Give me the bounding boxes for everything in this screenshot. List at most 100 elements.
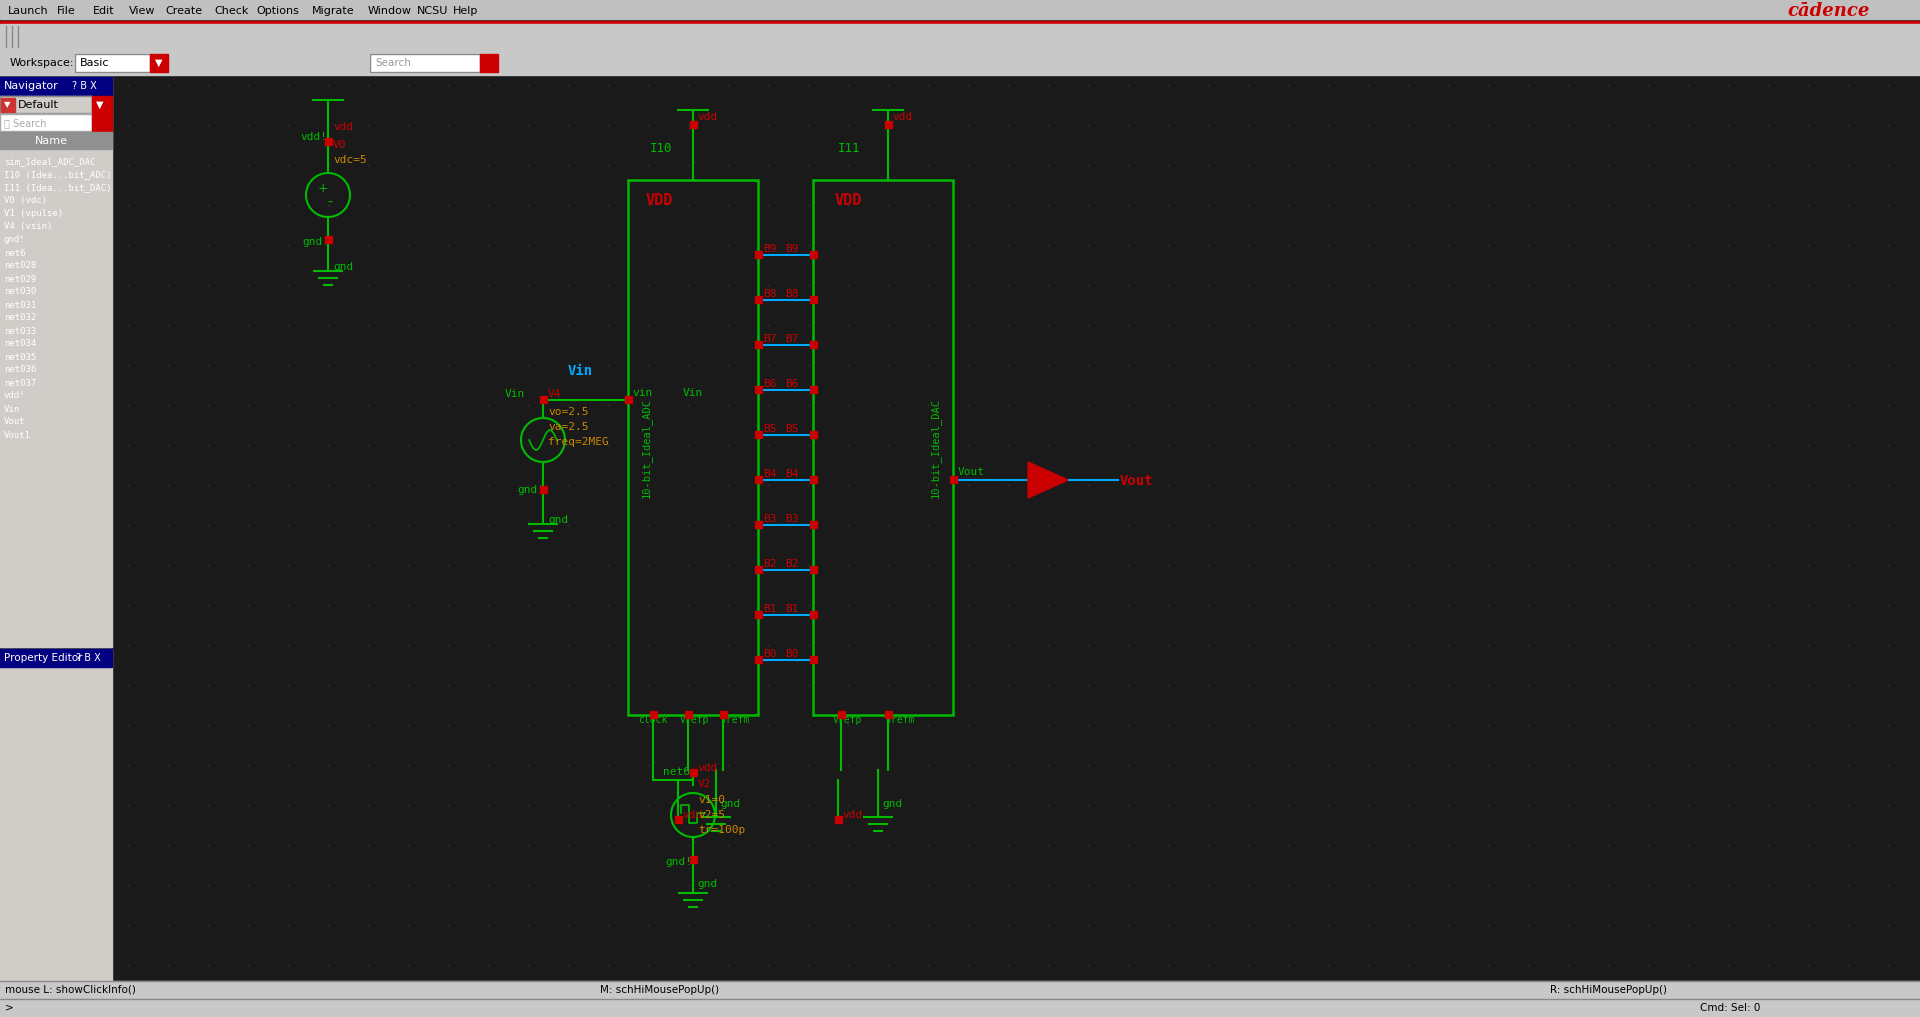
Text: vdd: vdd	[697, 763, 718, 773]
Text: net029: net029	[4, 275, 36, 284]
Text: gnd: gnd	[881, 799, 902, 809]
Bar	[0, 77, 111, 647]
Text: Property Editor: Property Editor	[4, 653, 83, 663]
Text: B3: B3	[785, 514, 799, 524]
Bar	[480, 54, 497, 72]
Bar	[755, 341, 762, 348]
Bar	[540, 396, 547, 403]
Bar	[755, 611, 762, 618]
Text: V4: V4	[547, 388, 561, 399]
Text: Vout: Vout	[4, 418, 25, 426]
Text: Vin: Vin	[684, 388, 703, 398]
Text: net035: net035	[4, 353, 36, 361]
Text: Vin: Vin	[4, 405, 19, 414]
Bar	[810, 296, 818, 303]
Text: vin: vin	[632, 388, 653, 398]
Bar	[755, 296, 762, 303]
Text: Vin: Vin	[505, 388, 526, 399]
Text: gnd!: gnd!	[4, 236, 25, 244]
Bar	[371, 54, 480, 72]
Text: View: View	[129, 6, 156, 16]
Text: net033: net033	[4, 326, 36, 336]
Bar	[0, 132, 111, 149]
Text: vdd: vdd	[893, 112, 912, 122]
Text: vdd!: vdd!	[300, 132, 326, 142]
Text: Vrefm: Vrefm	[885, 715, 916, 725]
Text: gnd: gnd	[547, 515, 568, 525]
Text: B1: B1	[762, 604, 776, 614]
Text: Launch: Launch	[8, 6, 48, 16]
Text: B0: B0	[762, 649, 776, 659]
Text: B1: B1	[785, 604, 799, 614]
Text: gnd!: gnd!	[301, 237, 328, 247]
Bar	[92, 114, 111, 131]
Text: vdd: vdd	[332, 122, 353, 132]
Text: Cmd: Sel: 0: Cmd: Sel: 0	[1699, 1003, 1761, 1013]
Text: Help: Help	[453, 6, 478, 16]
Bar	[0, 649, 111, 1017]
Text: Vrefp: Vrefp	[680, 715, 708, 725]
Bar	[810, 251, 818, 258]
Text: B9: B9	[785, 244, 799, 254]
Bar	[810, 566, 818, 573]
Bar	[0, 649, 111, 667]
Text: Search: Search	[374, 58, 411, 68]
Bar	[0, 999, 1920, 1017]
Text: Vrefp: Vrefp	[833, 715, 862, 725]
Text: v1=0: v1=0	[699, 795, 726, 805]
Bar	[92, 96, 111, 113]
Text: clock: clock	[637, 715, 668, 725]
Text: I10: I10	[651, 142, 672, 155]
Text: +: +	[317, 182, 328, 195]
Bar	[837, 711, 845, 718]
Bar	[810, 611, 818, 618]
Text: VDD: VDD	[645, 193, 674, 208]
Text: Migrate: Migrate	[311, 6, 355, 16]
Bar	[720, 711, 728, 718]
Text: net037: net037	[4, 378, 36, 387]
Text: gnd!: gnd!	[516, 485, 543, 495]
Text: B6: B6	[762, 379, 776, 388]
Text: ? B X: ? B X	[77, 653, 100, 663]
Bar	[755, 431, 762, 438]
Text: cādence: cādence	[1788, 2, 1870, 20]
Text: vdd: vdd	[843, 810, 862, 820]
Text: net028: net028	[4, 261, 36, 271]
Text: V4 (vsin): V4 (vsin)	[4, 223, 52, 232]
Text: freq=2MEG: freq=2MEG	[547, 437, 609, 447]
Bar	[0, 77, 111, 95]
Bar	[685, 711, 691, 718]
Text: vdc=5: vdc=5	[332, 155, 367, 165]
Text: sim_Ideal_ADC_DAC: sim_Ideal_ADC_DAC	[4, 158, 96, 167]
Text: I11 (Idea...bit_DAC): I11 (Idea...bit_DAC)	[4, 183, 111, 192]
Bar	[2, 98, 15, 112]
Text: net030: net030	[4, 288, 36, 297]
Text: V2: V2	[699, 779, 712, 789]
Text: 10-bit_Ideal_ADC: 10-bit_Ideal_ADC	[641, 398, 651, 498]
Text: B7: B7	[762, 334, 776, 344]
Text: Window: Window	[367, 6, 411, 16]
Bar	[0, 96, 92, 113]
Bar	[885, 121, 893, 128]
Bar	[0, 96, 92, 113]
Text: net032: net032	[4, 313, 36, 322]
Bar	[0, 50, 1920, 75]
Text: Edit: Edit	[92, 6, 115, 16]
Bar	[0, 981, 1920, 999]
Text: B8: B8	[762, 289, 776, 299]
Text: Check: Check	[213, 6, 248, 16]
Bar	[810, 386, 818, 393]
Text: Options: Options	[257, 6, 300, 16]
Text: V0: V0	[332, 140, 346, 149]
Bar	[324, 138, 332, 145]
Bar	[0, 114, 92, 131]
Text: Name: Name	[35, 136, 67, 146]
Bar	[150, 54, 169, 72]
Text: I10 (Idea...bit_ADC): I10 (Idea...bit_ADC)	[4, 171, 111, 179]
Bar	[0, 114, 92, 131]
Bar	[0, 21, 1920, 24]
Bar	[626, 396, 632, 403]
Text: V1 (vpulse): V1 (vpulse)	[4, 210, 63, 219]
Text: vdd: vdd	[697, 112, 718, 122]
Text: vdd: vdd	[682, 810, 703, 820]
